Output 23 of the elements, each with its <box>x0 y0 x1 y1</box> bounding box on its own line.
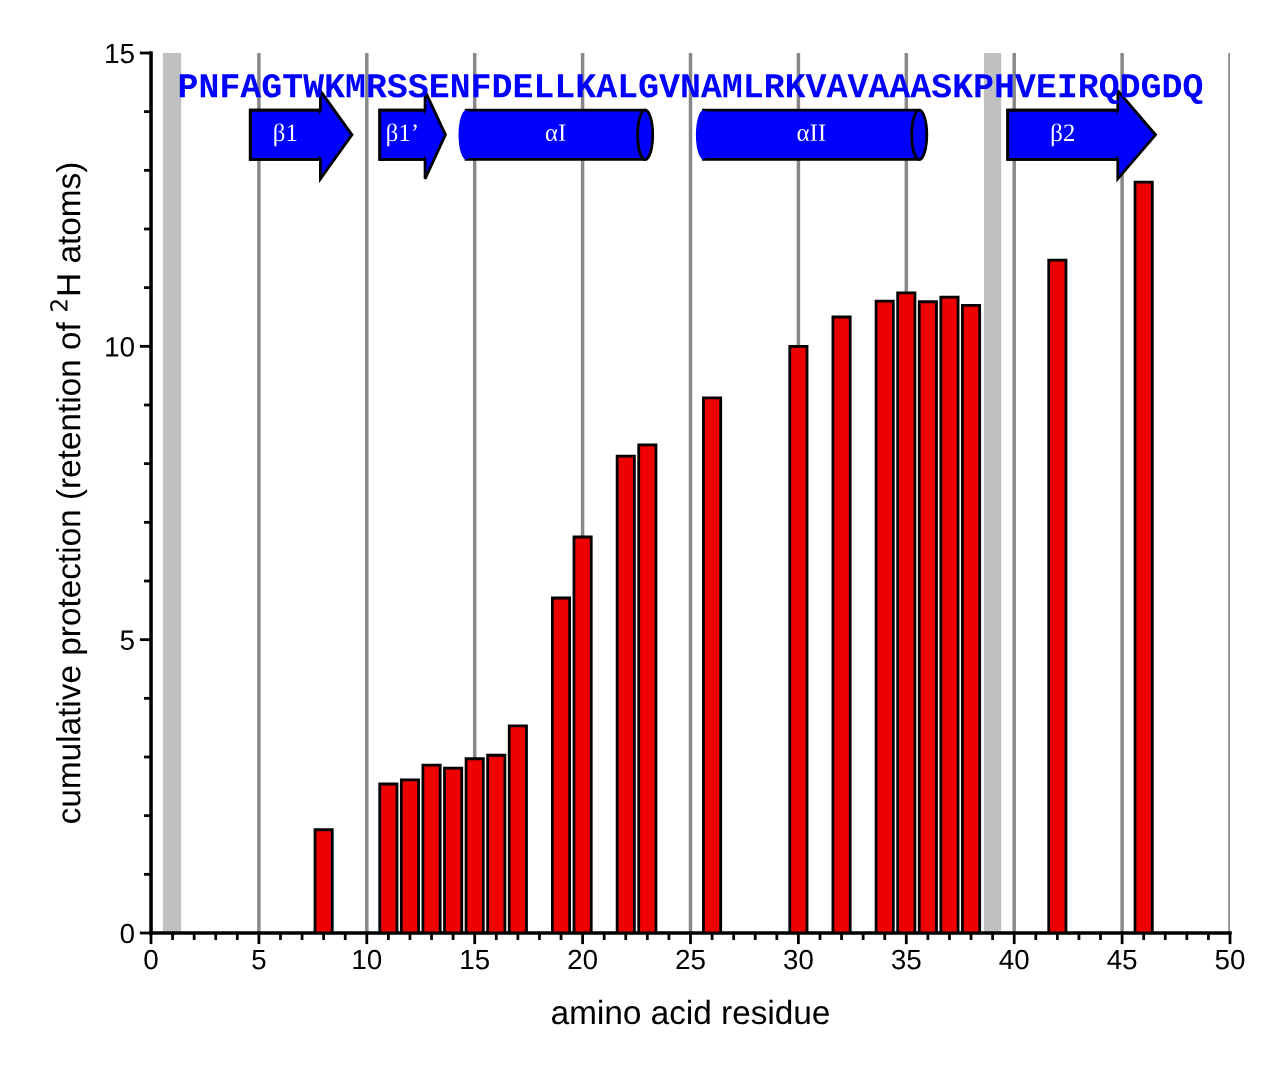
x-tick-label: 40 <box>999 949 1029 970</box>
y-axis-title: cumulative protection (retention of $^{2}$H atoms) <box>50 163 88 823</box>
x-tick-label: 10 <box>353 949 382 970</box>
x-tick-label: 5 <box>252 949 266 970</box>
band-label: αI <box>545 124 566 142</box>
band-label: β2 <box>1051 123 1074 147</box>
x-tick-label: 45 <box>1107 949 1137 970</box>
x-axis-title: amino acid residue <box>552 999 829 1025</box>
x-tick-label: 30 <box>784 949 813 970</box>
x-tick-label: 15 <box>461 949 489 970</box>
y-tick-label: 0 <box>120 923 134 944</box>
x-tick-label: 0 <box>144 949 158 970</box>
y-tick-label: 10 <box>106 337 134 357</box>
y-tick-label: 5 <box>120 630 134 651</box>
band-label: β1’ <box>387 123 417 147</box>
band-label: αII <box>797 124 826 142</box>
x-tick-label: 25 <box>676 949 705 970</box>
x-tick-label: 35 <box>891 949 921 970</box>
annotation: PNFAGTWKMRSSENFDELLKALGVNAMLRKVAVAAASKPHVEIRQDGDQ <box>179 73 1203 105</box>
y-tick-label: 15 <box>106 43 134 64</box>
x-tick-label: 20 <box>568 949 597 970</box>
x-tick-label: 50 <box>1215 949 1245 970</box>
band-label: β1 <box>274 123 297 147</box>
